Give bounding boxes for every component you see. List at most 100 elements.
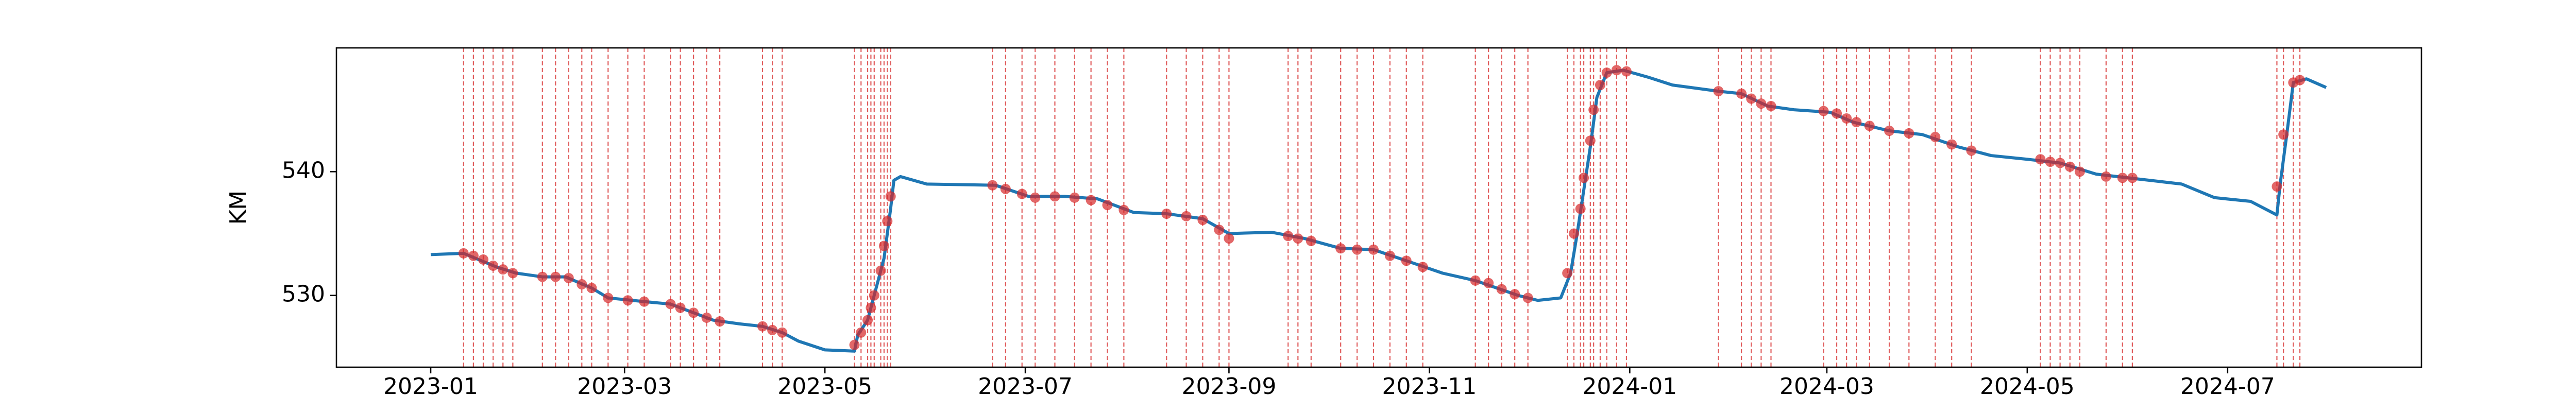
anomaly-point	[488, 260, 499, 271]
anomaly-point	[1851, 117, 1862, 128]
anomaly-point	[1562, 268, 1573, 279]
anomaly-point	[2127, 173, 2138, 183]
anomaly-point	[856, 327, 867, 338]
anomaly-point	[1756, 98, 1767, 109]
x-tick-label: 2023-05	[777, 373, 872, 400]
x-tick-label: 2023-09	[1182, 373, 1277, 400]
x-tick-label: 2024-03	[1780, 373, 1874, 400]
anomaly-point	[2100, 171, 2111, 182]
anomaly-point	[1181, 211, 1192, 221]
anomaly-point	[586, 283, 597, 294]
anomaly-point	[577, 279, 587, 289]
anomaly-point	[1401, 255, 1412, 266]
anomaly-point	[757, 321, 768, 332]
anomaly-point	[1224, 233, 1234, 244]
anomaly-point	[878, 241, 889, 251]
anomaly-point	[1930, 132, 1941, 143]
x-tick-label: 2024-05	[1980, 373, 2075, 400]
anomaly-point	[1335, 243, 1346, 254]
anomaly-point	[563, 272, 574, 283]
anomaly-point	[1818, 106, 1829, 116]
anomaly-point	[1621, 66, 1632, 77]
anomaly-point	[2035, 154, 2046, 165]
anomaly-point	[1746, 93, 1757, 104]
anomaly-point	[478, 254, 489, 265]
anomaly-point	[1713, 86, 1724, 97]
anomaly-point	[2272, 181, 2282, 192]
anomaly-point	[2064, 161, 2075, 172]
anomaly-point	[701, 312, 712, 323]
anomaly-point	[1611, 65, 1622, 76]
y-tick-label: 540	[282, 157, 325, 183]
anomaly-point	[1470, 275, 1481, 286]
anomaly-point	[1352, 244, 1363, 255]
anomaly-point	[1161, 209, 1172, 219]
anomaly-point	[715, 316, 725, 327]
anomaly-point	[507, 268, 518, 279]
anomaly-point	[622, 295, 633, 306]
x-tick-label: 2024-07	[2180, 373, 2275, 400]
anomaly-point	[1368, 244, 1379, 255]
anomaly-point	[875, 265, 886, 276]
anomaly-point	[1884, 126, 1895, 136]
anomaly-point	[882, 216, 893, 227]
anomaly-point	[665, 299, 676, 310]
anomaly-point	[1946, 139, 1957, 150]
anomaly-point	[1766, 100, 1776, 111]
anomaly-point	[767, 324, 778, 335]
anomaly-point	[603, 293, 614, 303]
x-tick-label: 2023-01	[383, 373, 478, 400]
anomaly-point	[1568, 228, 1579, 239]
anomaly-point	[2074, 166, 2085, 177]
series-line	[430, 68, 2327, 353]
anomaly-point	[1086, 195, 1096, 205]
anomaly-point	[688, 307, 699, 318]
anomaly-point	[885, 191, 896, 202]
anomaly-point	[1118, 204, 1129, 215]
anomaly-point	[1575, 203, 1586, 214]
anomaly-point	[1000, 183, 1011, 194]
anomaly-point	[1384, 250, 1395, 261]
anomaly-point	[1601, 67, 1612, 78]
anomaly-point	[866, 302, 876, 313]
anomaly-point	[777, 327, 788, 338]
anomaly-point	[1522, 293, 1533, 303]
anomaly-point	[458, 248, 469, 259]
x-tick-label: 2023-03	[577, 373, 672, 400]
anomaly-point	[862, 315, 873, 325]
anomaly-point	[468, 250, 479, 261]
x-tick-label: 2023-11	[1382, 373, 1477, 400]
plot-frame	[335, 47, 2422, 368]
anomaly-point	[1030, 192, 1041, 203]
anomaly-point	[1049, 191, 1060, 202]
anomaly-point	[1841, 113, 1852, 124]
anomaly-point	[1417, 262, 1428, 272]
anomaly-point	[2278, 129, 2289, 140]
anomaly-point	[639, 296, 650, 307]
anomaly-point	[1510, 289, 1520, 300]
anomaly-point	[1588, 105, 1599, 115]
anomaly-point	[1069, 192, 1080, 203]
anomaly-point	[537, 271, 548, 282]
x-tick-label: 2024-01	[1582, 373, 1677, 400]
anomaly-point	[1496, 284, 1507, 295]
anomaly-point	[1736, 88, 1747, 99]
anomaly-point	[869, 290, 879, 301]
y-axis-label: KM	[225, 191, 251, 225]
x-tick-label: 2023-07	[978, 373, 1073, 400]
anomaly-point	[1966, 145, 1977, 156]
y-tick-label: 530	[282, 281, 325, 307]
anomaly-point	[1483, 278, 1494, 288]
anomaly-point	[2045, 157, 2056, 167]
anomaly-point	[1214, 225, 1225, 235]
anomaly-point	[2117, 173, 2128, 183]
anomaly-point	[1016, 188, 1027, 199]
anomaly-point	[1864, 121, 1875, 131]
anomaly-point	[1595, 80, 1605, 91]
anomaly-point	[1102, 200, 1113, 211]
anomaly-point	[1293, 233, 1303, 244]
anomaly-point	[1579, 173, 1589, 183]
anomaly-point	[498, 264, 509, 275]
anomaly-point	[1585, 135, 1596, 146]
anomaly-point	[987, 180, 998, 191]
